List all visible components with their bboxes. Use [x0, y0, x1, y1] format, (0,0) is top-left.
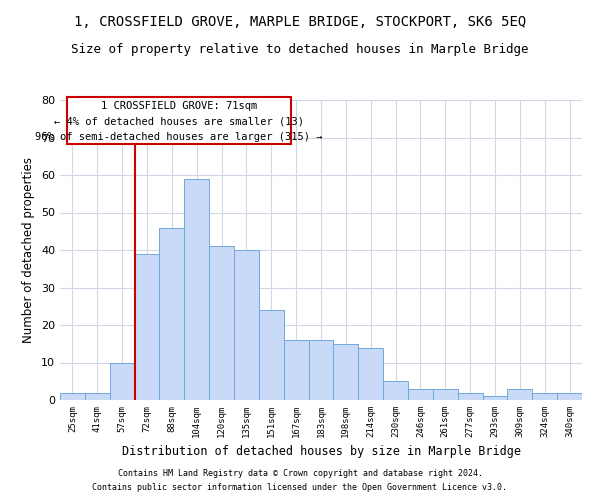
Bar [134, 254, 160, 400]
Bar [383, 381, 408, 400]
Bar [160, 228, 184, 400]
Text: ← 4% of detached houses are smaller (13): ← 4% of detached houses are smaller (13) [54, 116, 304, 126]
Text: Contains HM Land Registry data © Crown copyright and database right 2024.: Contains HM Land Registry data © Crown c… [118, 468, 482, 477]
Bar [85, 392, 110, 400]
Bar [308, 340, 334, 400]
Bar [334, 344, 358, 400]
Bar [433, 389, 458, 400]
Bar [234, 250, 259, 400]
Bar [532, 392, 557, 400]
Bar [209, 246, 234, 400]
Bar [284, 340, 308, 400]
Y-axis label: Number of detached properties: Number of detached properties [22, 157, 35, 343]
Bar [60, 392, 85, 400]
Bar [557, 392, 582, 400]
Text: 96% of semi-detached houses are larger (315) →: 96% of semi-detached houses are larger (… [35, 132, 323, 141]
Text: 1, CROSSFIELD GROVE, MARPLE BRIDGE, STOCKPORT, SK6 5EQ: 1, CROSSFIELD GROVE, MARPLE BRIDGE, STOC… [74, 15, 526, 29]
FancyBboxPatch shape [67, 97, 291, 144]
Text: Size of property relative to detached houses in Marple Bridge: Size of property relative to detached ho… [71, 42, 529, 56]
Bar [458, 392, 482, 400]
X-axis label: Distribution of detached houses by size in Marple Bridge: Distribution of detached houses by size … [121, 446, 521, 458]
Text: 1 CROSSFIELD GROVE: 71sqm: 1 CROSSFIELD GROVE: 71sqm [101, 102, 257, 112]
Bar [184, 179, 209, 400]
Text: Contains public sector information licensed under the Open Government Licence v3: Contains public sector information licen… [92, 484, 508, 492]
Bar [358, 348, 383, 400]
Bar [110, 362, 134, 400]
Bar [408, 389, 433, 400]
Bar [508, 389, 532, 400]
Bar [482, 396, 508, 400]
Bar [259, 310, 284, 400]
